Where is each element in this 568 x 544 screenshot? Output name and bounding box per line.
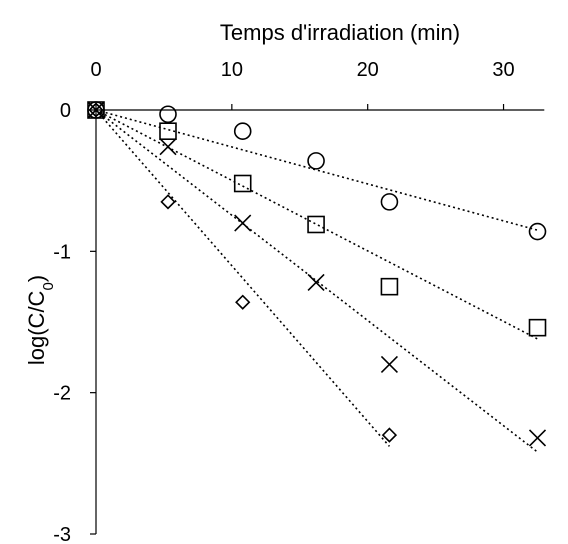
y-tick-label: -3 [53, 524, 71, 544]
x-tick-label: 10 [221, 59, 243, 81]
data-point-diamond [88, 102, 104, 118]
data-point-circle [307, 152, 325, 170]
data-point-square [528, 318, 547, 337]
y-tick-label: -1 [53, 241, 71, 263]
axes: 0 10 20 30 0 -1 -2 -3 [53, 59, 545, 544]
data-point-cross [234, 214, 252, 232]
data-point-square [159, 122, 177, 140]
y-axis-title-close: ) [24, 275, 49, 282]
y-tick-label: -2 [53, 383, 71, 405]
y-axis-title-main: log(C/C [24, 290, 49, 365]
data-point-square [307, 215, 325, 234]
x-tick-label: 20 [357, 59, 379, 81]
data-point-circle [159, 105, 177, 124]
trend-lines [95, 109, 538, 453]
trend-line-diamond [95, 109, 391, 447]
data-point-diamond [381, 427, 398, 443]
data-point-square [87, 101, 105, 119]
data-point-cross [380, 355, 398, 373]
data-points [87, 101, 547, 447]
data-point-cross [528, 429, 547, 447]
data-point-diamond [160, 194, 176, 210]
data-point-circle [380, 193, 399, 211]
x-tick-label: 0 [90, 59, 101, 81]
y-axis-title-subscript: 0 [40, 282, 57, 290]
data-point-square [233, 174, 252, 193]
data-point-cross [307, 273, 325, 291]
data-point-cross [159, 138, 177, 156]
x-tick-label: 30 [492, 59, 514, 81]
data-point-circle [233, 122, 252, 140]
data-point-circle [528, 222, 547, 241]
x-axis-title: Temps d'irradiation (min) [220, 20, 460, 45]
trend-line-circle [95, 109, 538, 231]
data-point-diamond [235, 294, 251, 310]
data-point-cross [87, 101, 105, 119]
y-tick-label: 0 [60, 100, 71, 122]
y-axis-title: log(C/C0) [24, 275, 57, 365]
data-point-square [380, 277, 399, 296]
trend-line-square [95, 109, 538, 340]
trend-line-cross [95, 109, 538, 453]
